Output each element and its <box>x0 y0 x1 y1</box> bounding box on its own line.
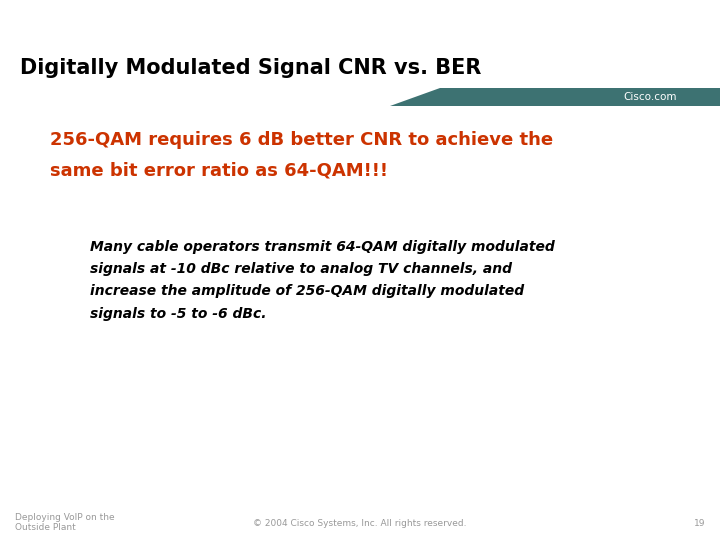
Text: 19: 19 <box>693 518 705 528</box>
Text: Digitally Modulated Signal CNR vs. BER: Digitally Modulated Signal CNR vs. BER <box>20 58 482 78</box>
Text: Cisco.com: Cisco.com <box>624 92 677 102</box>
Polygon shape <box>0 88 440 106</box>
Text: 256-QAM requires 6 dB better CNR to achieve the: 256-QAM requires 6 dB better CNR to achi… <box>50 131 553 149</box>
Text: same bit error ratio as 64-QAM!!!: same bit error ratio as 64-QAM!!! <box>50 161 388 179</box>
Text: Many cable operators transmit 64-QAM digitally modulated
signals at -10 dBc rela: Many cable operators transmit 64-QAM dig… <box>90 240 554 321</box>
Text: © 2004 Cisco Systems, Inc. All rights reserved.: © 2004 Cisco Systems, Inc. All rights re… <box>253 518 467 528</box>
Text: Outside Plant: Outside Plant <box>15 523 76 532</box>
Text: Deploying VoIP on the: Deploying VoIP on the <box>15 514 114 523</box>
Polygon shape <box>0 88 720 106</box>
